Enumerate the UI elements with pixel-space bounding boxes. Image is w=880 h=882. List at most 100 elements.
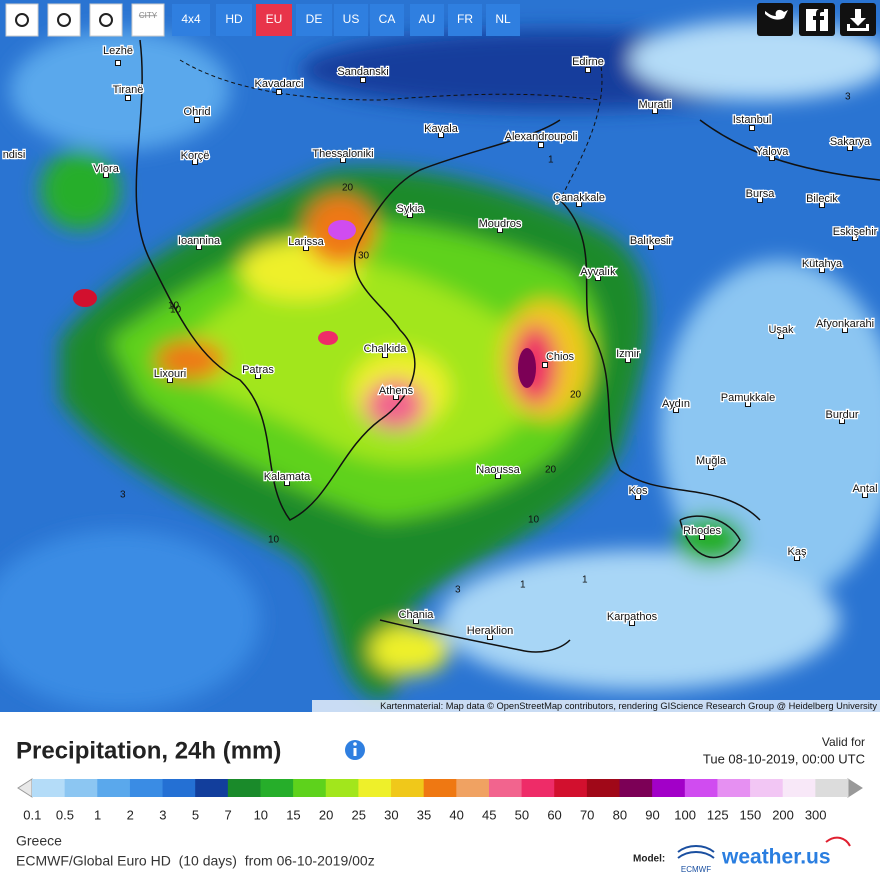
place-label: Istanbul (733, 114, 772, 126)
place-marker (847, 145, 853, 151)
region-button-label: US (343, 12, 360, 26)
place-marker (652, 108, 658, 114)
contour-label: 10 (168, 301, 180, 312)
region-button-label: NL (495, 12, 511, 26)
scale-label: 2 (127, 807, 134, 822)
scale-label: 25 (351, 807, 365, 822)
place-label: Aydın (662, 398, 690, 410)
place-label: Athens (379, 385, 414, 397)
place-marker (167, 377, 173, 383)
model-label: Model: (633, 854, 665, 865)
place-marker (125, 95, 131, 101)
region-button-label: 4x4 (181, 12, 201, 26)
region-button[interactable] (296, 4, 332, 36)
scale-swatch (260, 779, 294, 797)
place-label: Edirne (572, 56, 604, 68)
place-label: Kalamata (264, 471, 311, 483)
refresh-button[interactable] (5, 3, 39, 37)
facebook-f (813, 8, 824, 31)
scale-label: 0.1 (23, 807, 41, 822)
scale-label: 20 (319, 807, 333, 822)
contour-label: 3 (455, 585, 461, 596)
place-marker (192, 159, 198, 165)
refresh-icon (15, 13, 29, 27)
brand-swoosh (825, 836, 851, 847)
region-button[interactable] (410, 4, 444, 36)
place-marker (673, 407, 679, 413)
place-marker (757, 197, 763, 203)
place-label: Heraklion (467, 625, 513, 637)
region-button[interactable] (370, 4, 404, 36)
place-marker (635, 494, 641, 500)
place-label: Ioannina (178, 235, 221, 247)
place-label: Rhodes (683, 525, 721, 537)
region-button[interactable] (216, 4, 252, 36)
place-label: Sykia (397, 203, 425, 215)
place-label: Kütahya (802, 258, 843, 270)
scale-label: 15 (286, 807, 300, 822)
scale-swatch (750, 779, 784, 797)
place-label: Yalova (756, 146, 790, 158)
place-label: Chalkida (364, 343, 408, 355)
ecmwf-logo-mark (677, 845, 715, 859)
place-marker (625, 357, 631, 363)
place-marker (497, 227, 503, 233)
place-label: Kavala (424, 123, 459, 135)
place-marker (842, 327, 848, 333)
place-marker (852, 235, 858, 241)
place-label: Izmir (616, 348, 640, 360)
place-marker (576, 201, 582, 207)
region-button[interactable] (256, 4, 292, 36)
place-label: Kaş (788, 546, 807, 558)
contour-label: 30 (358, 251, 370, 262)
place-marker (839, 418, 845, 424)
region-button[interactable] (334, 4, 368, 36)
scale-label: 3 (159, 807, 166, 822)
twitter-button[interactable] (757, 3, 793, 36)
place-label: Kavadarci (255, 78, 304, 90)
city-button[interactable] (131, 3, 165, 37)
scale-swatch (32, 779, 66, 797)
place-label: Muğla (696, 455, 727, 467)
region-button[interactable] (486, 4, 520, 36)
scale-label: 35 (417, 807, 431, 822)
region-button-label: HD (225, 12, 243, 26)
region-button-label: EU (266, 12, 283, 26)
contour-label: 1 (582, 575, 588, 586)
contour-label: 20 (342, 183, 354, 194)
globe-button[interactable] (47, 3, 81, 37)
scale-swatch (717, 779, 751, 797)
zoom-button[interactable] (89, 3, 123, 37)
borders (179, 59, 603, 201)
contour-label: 20 (570, 390, 582, 401)
contour-label: 3 (120, 490, 126, 501)
scale-label: 300 (805, 807, 827, 822)
scale-label: 100 (674, 807, 696, 822)
place-label: Moudros (479, 218, 522, 230)
brand-logo[interactable]: weather.us (721, 846, 831, 869)
place-marker (360, 77, 366, 83)
place-marker (819, 267, 825, 273)
region-button[interactable] (172, 4, 210, 36)
attribution-bg (312, 700, 880, 712)
place-label: Afyonkarahi (816, 318, 874, 330)
scale-label: 150 (740, 807, 762, 822)
scale-swatch (521, 779, 555, 797)
scale-swatch (195, 779, 229, 797)
place-label: Thessaloniki (312, 148, 373, 160)
scale-swatch (554, 779, 588, 797)
scale-label: 45 (482, 807, 496, 822)
scale-swatch (129, 779, 164, 797)
place-label: Sandanski (337, 66, 388, 78)
contour-label: 10 (528, 515, 540, 526)
region: Greece (16, 833, 62, 849)
region-button[interactable] (448, 4, 482, 36)
scale-label: 80 (613, 807, 627, 822)
place-label: Muratli (638, 99, 671, 111)
scale-label: 5 (192, 807, 199, 822)
place-marker (438, 132, 444, 138)
place-marker (407, 212, 413, 218)
download-icon (847, 9, 869, 31)
scale-swatch (684, 779, 718, 797)
place-marker (699, 534, 705, 540)
